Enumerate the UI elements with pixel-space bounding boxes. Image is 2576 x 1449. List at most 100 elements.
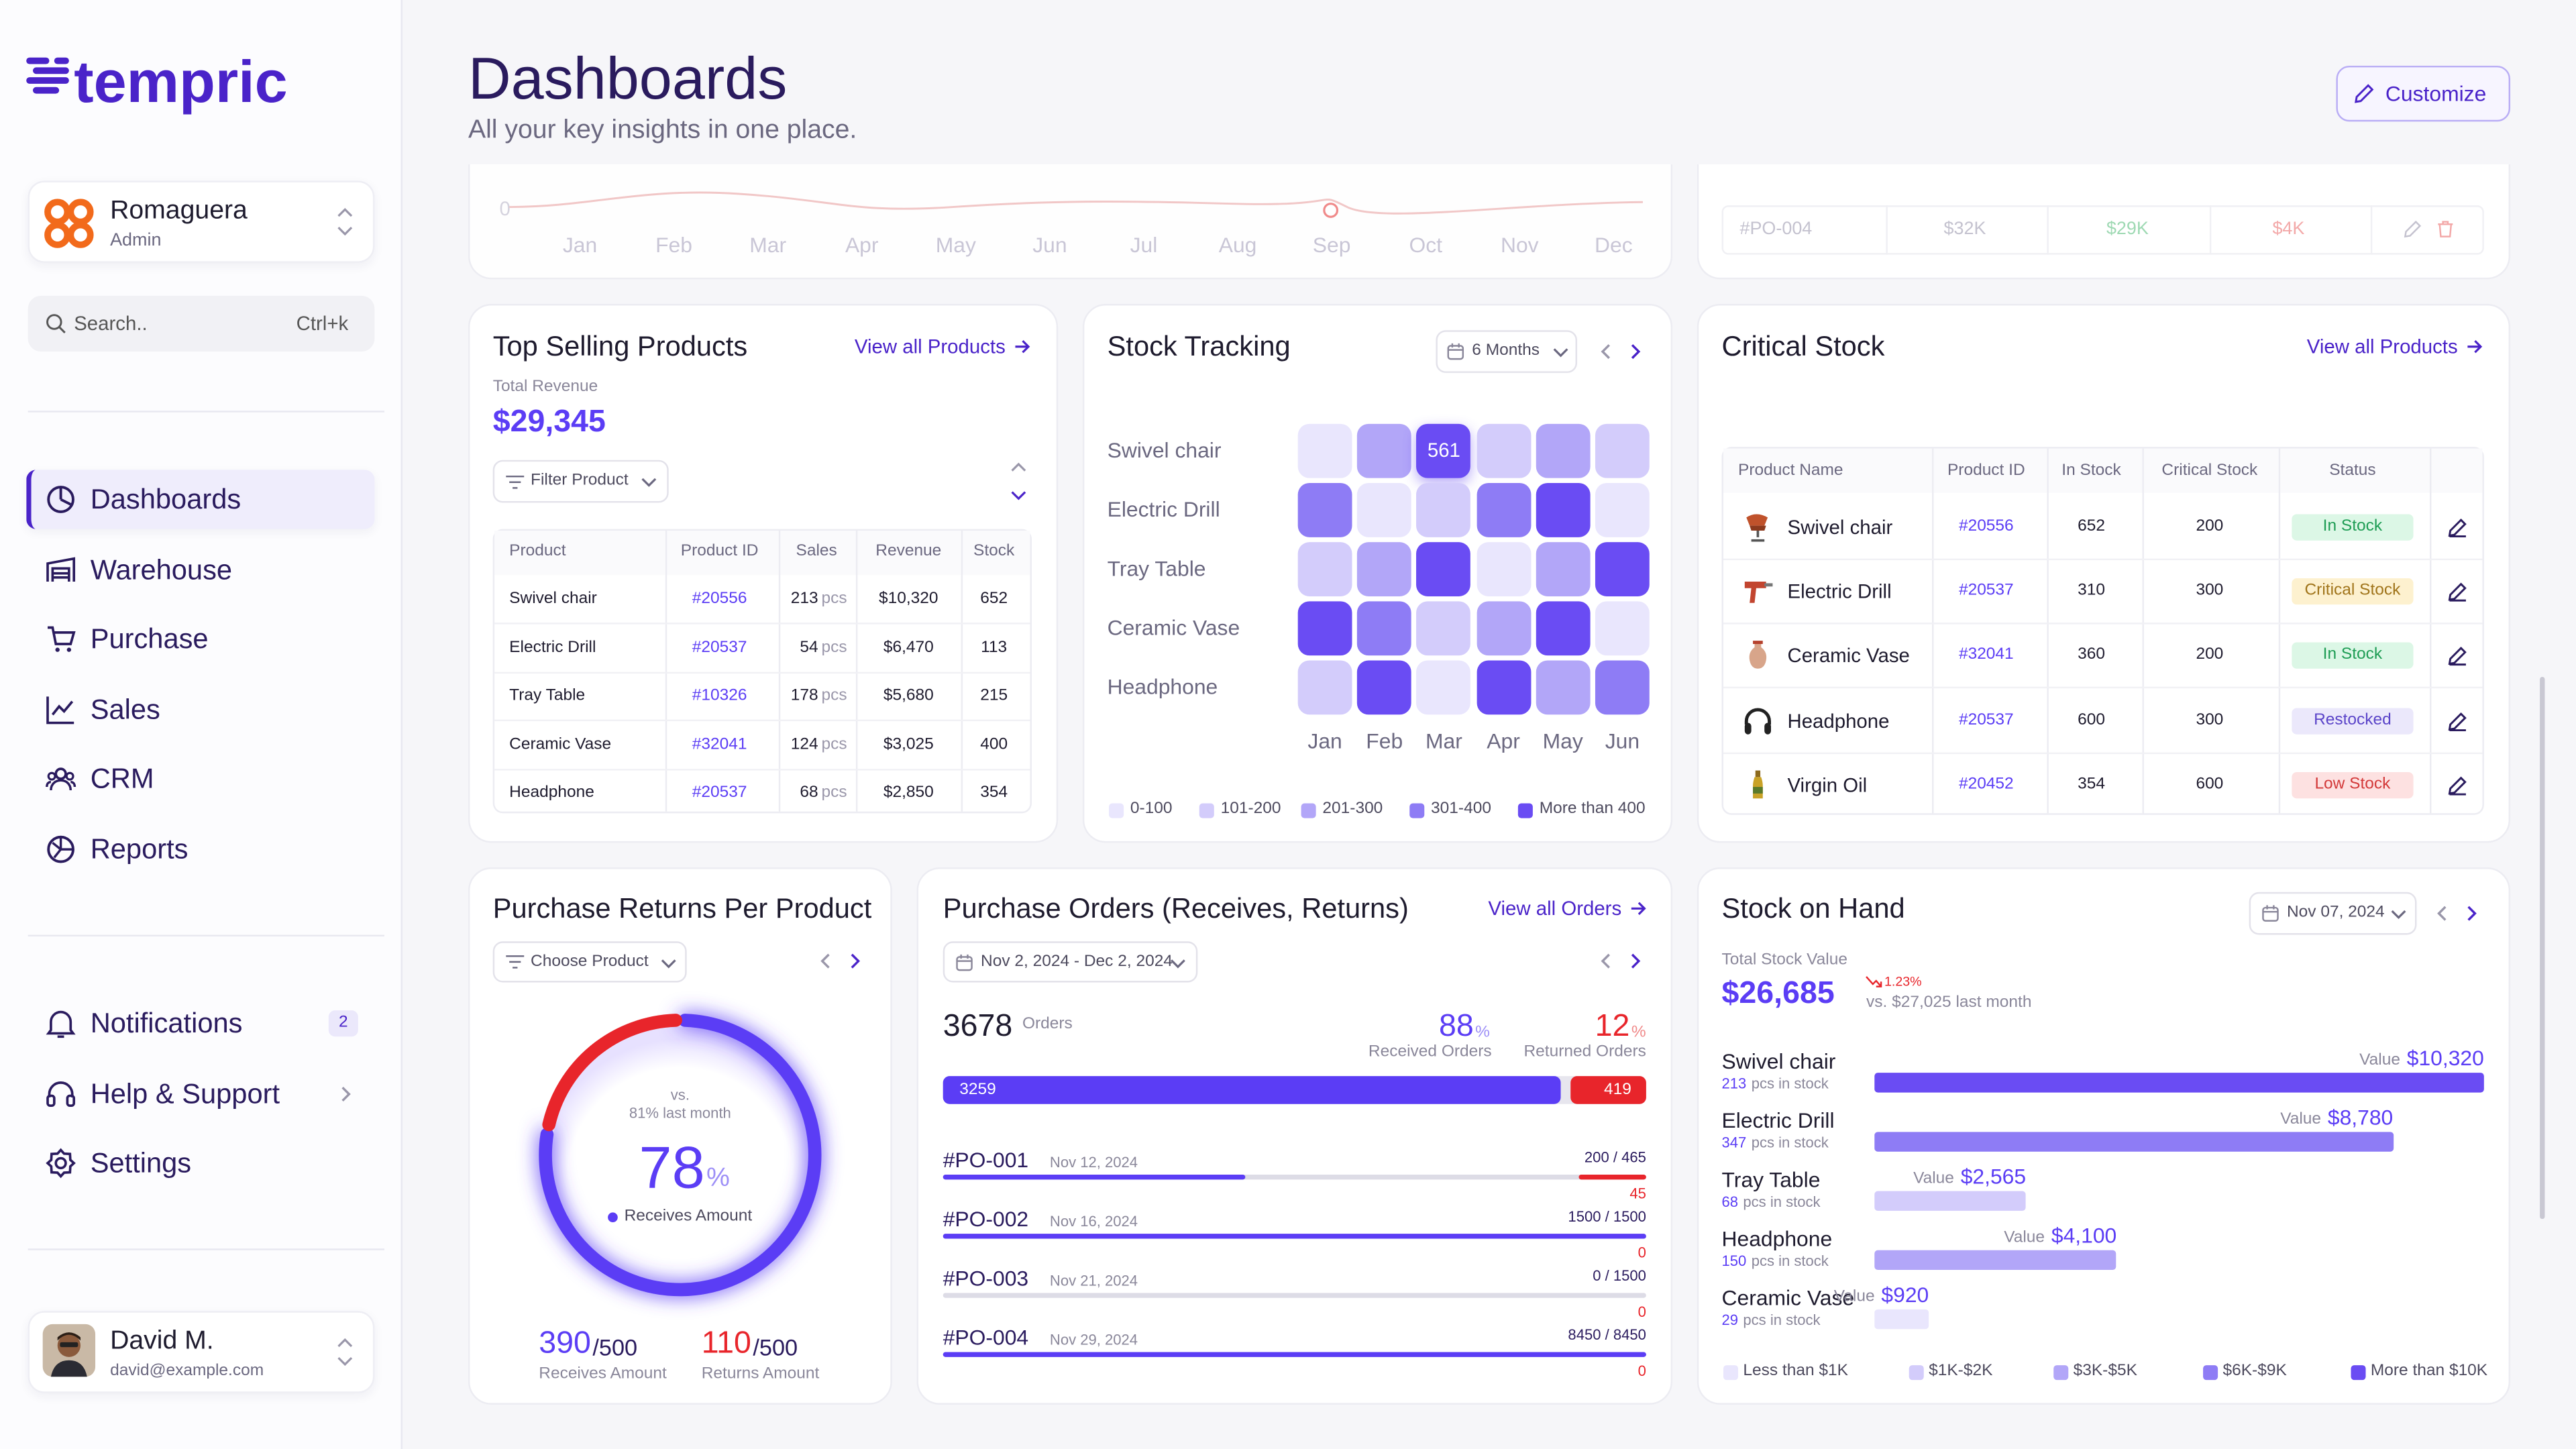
x-tick-label: Jul bbox=[1130, 232, 1158, 258]
legend-swatch bbox=[1199, 802, 1214, 818]
row-divider bbox=[1723, 687, 2483, 690]
chevron[interactable] bbox=[337, 1336, 353, 1352]
percent-unit: % bbox=[706, 1165, 730, 1193]
table-cell: 600 bbox=[2078, 710, 2105, 729]
status-label: Low Stock bbox=[2314, 775, 2391, 794]
chevron[interactable] bbox=[2434, 905, 2451, 921]
order-date: Nov 12, 2024 bbox=[1049, 1154, 1138, 1171]
card-title: Stock on Hand bbox=[1721, 893, 1905, 924]
chevron[interactable] bbox=[1599, 343, 1615, 360]
received-label: Received Orders bbox=[1368, 1043, 1492, 1062]
brand-logo bbox=[26, 57, 69, 94]
select-label: Nov 07, 2024 bbox=[2286, 903, 2385, 922]
edit-icon[interactable] bbox=[2448, 775, 2467, 796]
chevron[interactable] bbox=[1626, 953, 1642, 969]
returned-count: 45 bbox=[1629, 1185, 1646, 1202]
nav-item[interactable] bbox=[28, 680, 375, 739]
chevron[interactable] bbox=[1552, 343, 1568, 360]
table-header bbox=[494, 531, 1030, 576]
chevron[interactable] bbox=[660, 955, 676, 971]
x-tick-label: Jan bbox=[1307, 729, 1342, 753]
column-divider bbox=[2047, 448, 2049, 814]
status-pill bbox=[2292, 771, 2414, 798]
filter-icon bbox=[506, 475, 525, 489]
search-shortcut: Ctrl+k bbox=[296, 312, 349, 335]
row-divider bbox=[494, 671, 1030, 673]
table-cell: 178 bbox=[790, 686, 818, 705]
delete-icon[interactable] bbox=[2436, 220, 2455, 238]
brand-name: tempric bbox=[74, 48, 288, 115]
table-cell: 68 bbox=[800, 784, 818, 802]
heatmap-cell bbox=[1476, 659, 1531, 714]
nav-item[interactable] bbox=[28, 819, 375, 878]
edit-icon[interactable] bbox=[2404, 220, 2422, 238]
select-label: 6 Months bbox=[1472, 341, 1540, 360]
page-title: Dashboards bbox=[468, 44, 788, 112]
chevron[interactable] bbox=[2390, 905, 2406, 921]
unit: pcs bbox=[821, 735, 847, 753]
edit-icon[interactable] bbox=[2448, 582, 2467, 602]
link[interactable]: View all Orders bbox=[1488, 897, 1622, 920]
chevron[interactable] bbox=[2463, 905, 2479, 921]
product-image bbox=[1746, 514, 1768, 542]
bar-label: 419 bbox=[1603, 1081, 1631, 1099]
chevron[interactable] bbox=[337, 222, 353, 238]
nav-item[interactable] bbox=[28, 749, 375, 808]
x-tick-label: Jun bbox=[1605, 729, 1640, 753]
chevron[interactable] bbox=[846, 953, 862, 969]
table-cell: 124 bbox=[790, 735, 818, 753]
column-header: Sales bbox=[796, 542, 837, 561]
product-name: Electric Drill bbox=[1787, 580, 1892, 604]
table-cell: 54 bbox=[800, 638, 818, 657]
x-tick-label: Jan bbox=[562, 232, 598, 258]
legend-swatch bbox=[1301, 802, 1316, 818]
x-tick-label: Nov bbox=[1500, 232, 1539, 258]
filter-select[interactable] bbox=[492, 460, 669, 503]
nav-label: Notifications bbox=[90, 1008, 243, 1039]
order-date: Nov 21, 2024 bbox=[1049, 1272, 1138, 1289]
column-divider bbox=[1932, 448, 1934, 814]
column-header: Status bbox=[2329, 462, 2376, 480]
returned-count: 0 bbox=[1638, 1244, 1646, 1261]
table-cell: 652 bbox=[980, 590, 1008, 608]
chevron[interactable] bbox=[1599, 953, 1615, 969]
legend-label: 0-100 bbox=[1130, 800, 1173, 818]
product-select[interactable] bbox=[492, 941, 687, 983]
nav-icon bbox=[46, 556, 76, 581]
chevron[interactable] bbox=[337, 1352, 353, 1368]
total-orders: 3678 bbox=[943, 1009, 1013, 1044]
chevron[interactable] bbox=[1170, 955, 1186, 971]
chevron[interactable] bbox=[818, 953, 835, 969]
link[interactable]: View all Products bbox=[854, 335, 1006, 358]
chevron[interactable] bbox=[1010, 486, 1026, 502]
chevron[interactable] bbox=[1626, 343, 1642, 360]
heatmap-cell bbox=[1595, 482, 1650, 537]
chevron[interactable] bbox=[641, 473, 657, 489]
legend-label: More than $10K bbox=[2370, 1362, 2488, 1381]
value-amount: $10,320 bbox=[2406, 1045, 2484, 1071]
chevron[interactable] bbox=[337, 1086, 353, 1102]
nav-label: Reports bbox=[90, 833, 189, 865]
date-range-select[interactable] bbox=[943, 941, 1198, 983]
row-divider bbox=[1723, 623, 2483, 625]
search-box[interactable] bbox=[28, 295, 375, 352]
edit-icon[interactable] bbox=[2448, 710, 2467, 731]
nav-item[interactable] bbox=[28, 1134, 375, 1193]
customize-button[interactable] bbox=[2336, 65, 2511, 122]
edit-icon[interactable] bbox=[2448, 517, 2467, 538]
table-cell: 652 bbox=[2078, 517, 2105, 536]
orders-preview-card bbox=[1697, 164, 2511, 280]
notification-badge bbox=[328, 1010, 358, 1037]
search-icon bbox=[46, 314, 66, 333]
period-select[interactable] bbox=[1436, 330, 1578, 373]
column-header: Product ID bbox=[680, 542, 759, 561]
edit-icon[interactable] bbox=[2448, 646, 2467, 667]
link[interactable]: View all Products bbox=[2306, 335, 2458, 358]
chevron[interactable] bbox=[337, 205, 353, 221]
x-tick-label: Feb bbox=[1366, 729, 1403, 753]
chevron[interactable] bbox=[1010, 460, 1026, 476]
edit-icon bbox=[2355, 84, 2374, 103]
value-bar bbox=[1874, 1191, 2027, 1211]
